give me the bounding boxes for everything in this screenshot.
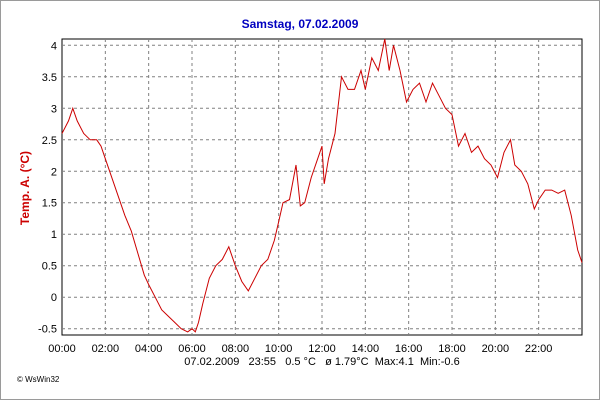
temperature-series-line: [61, 38, 583, 333]
y-tick-label: 2.5: [42, 135, 57, 147]
chart-title: Samstag, 07.02.2009: [241, 17, 359, 31]
y-tick-label: 4: [51, 40, 57, 52]
x-tick-label: 10:00: [265, 343, 293, 355]
x-tick-label: 06:00: [178, 343, 206, 355]
x-tick-label: 00:00: [48, 343, 76, 355]
grid-lines: [62, 39, 582, 335]
y-tick-label: 1: [51, 229, 57, 241]
x-tick-label: 18:00: [438, 343, 466, 355]
y-tick-label: 0.5: [42, 261, 57, 273]
x-tick-label: 04:00: [135, 343, 163, 355]
x-tick-label: 16:00: [395, 343, 423, 355]
x-tick-label: 08:00: [222, 343, 250, 355]
status-line: 07.02.2009 23:55 0.5 °C ø 1.79°C Max:4.1…: [184, 356, 460, 368]
y-tick-label: 2: [51, 166, 57, 178]
brand-label: © WsWin32: [17, 375, 60, 384]
y-tick-label: 3.5: [42, 72, 57, 84]
y-tick-label: 1.5: [42, 198, 57, 210]
y-tick-label: 3: [51, 103, 57, 115]
y-tick-labels: -0.5 0 0.5 1 1.5 2 2.5 3 3.5 4: [38, 40, 57, 335]
x-tick-label: 22:00: [525, 343, 553, 355]
x-tick-label: 14:00: [352, 343, 380, 355]
x-tick-label: 02:00: [92, 343, 120, 355]
y-tick-label: -0.5: [38, 324, 57, 336]
x-tick-label: 12:00: [308, 343, 336, 355]
x-tick-labels: 00:00 02:00 04:00 06:00 08:00 10:00 12:00 14:00…: [48, 343, 552, 355]
x-tick-label: 20:00: [482, 343, 510, 355]
y-tick-label: 0: [51, 292, 57, 304]
